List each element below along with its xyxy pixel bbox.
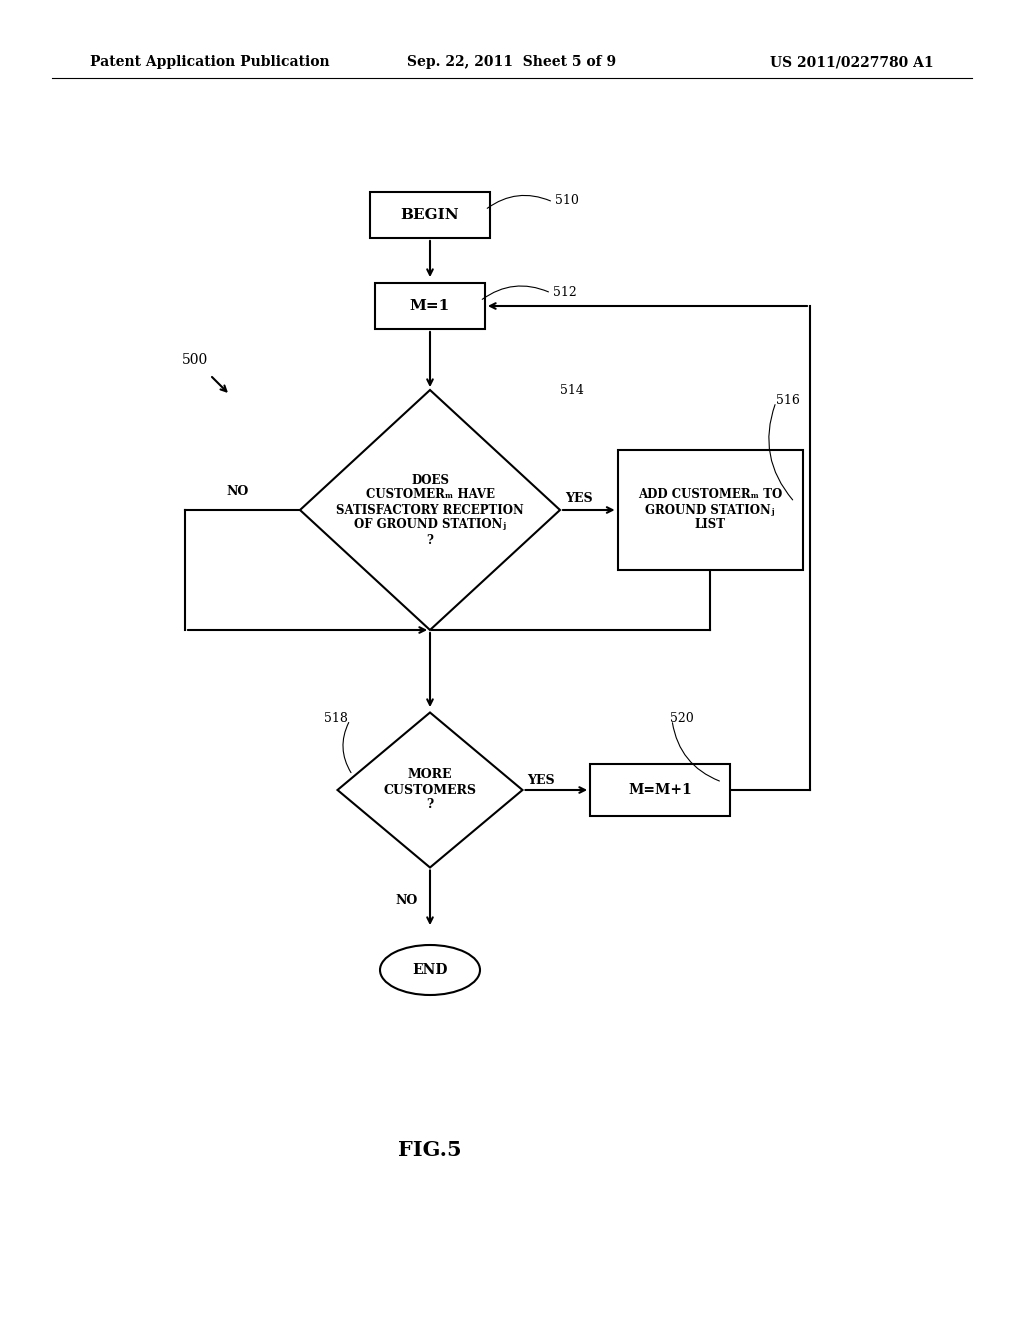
Text: MORE
CUSTOMERS
?: MORE CUSTOMERS ? [384,768,476,812]
Text: END: END [413,964,447,977]
Text: 516: 516 [776,393,800,407]
Polygon shape [338,713,522,867]
Text: M=M+1: M=M+1 [628,783,692,797]
Text: YES: YES [527,774,555,787]
Text: YES: YES [565,491,593,504]
Text: 500: 500 [182,352,208,367]
Text: M=1: M=1 [410,300,451,313]
Text: Patent Application Publication: Patent Application Publication [90,55,330,69]
Ellipse shape [380,945,480,995]
Text: NO: NO [227,484,249,498]
Text: 510: 510 [555,194,579,206]
FancyBboxPatch shape [617,450,803,570]
Text: Sep. 22, 2011  Sheet 5 of 9: Sep. 22, 2011 Sheet 5 of 9 [408,55,616,69]
Text: DOES
CUSTOMERₘ HAVE
SATISFACTORY RECEPTION
OF GROUND STATIONⱼ
?: DOES CUSTOMERₘ HAVE SATISFACTORY RECEPTI… [336,474,524,546]
FancyBboxPatch shape [370,191,490,238]
Text: 518: 518 [325,711,348,725]
Text: ADD CUSTOMERₘ TO
GROUND STATIONⱼ
LIST: ADD CUSTOMERₘ TO GROUND STATIONⱼ LIST [638,488,782,532]
Text: 514: 514 [560,384,584,396]
Text: FIG.5: FIG.5 [398,1140,462,1160]
FancyBboxPatch shape [375,282,485,329]
Text: 520: 520 [670,711,693,725]
Text: BEGIN: BEGIN [400,209,460,222]
Text: NO: NO [395,894,418,907]
Text: 512: 512 [553,285,577,298]
Polygon shape [300,389,560,630]
FancyBboxPatch shape [590,764,730,816]
Text: US 2011/0227780 A1: US 2011/0227780 A1 [770,55,934,69]
